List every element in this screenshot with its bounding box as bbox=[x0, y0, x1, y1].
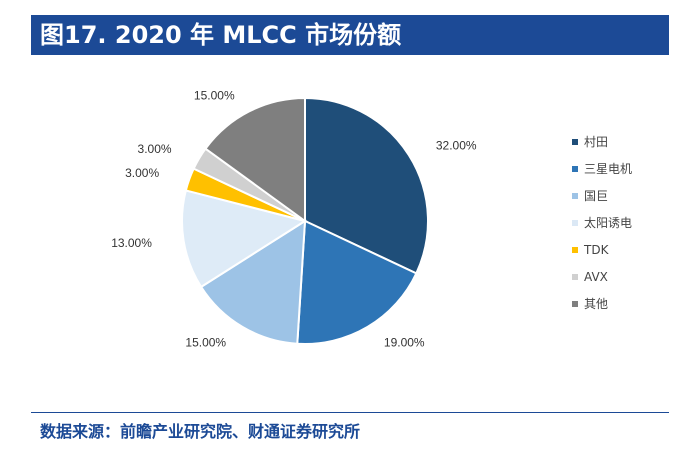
legend-item-2: 三星电机 bbox=[572, 155, 632, 182]
legend-swatch bbox=[572, 219, 578, 226]
slice-value-label-1: 32.00% bbox=[436, 138, 477, 152]
legend-swatch bbox=[572, 138, 578, 145]
legend-item-7: 其他 bbox=[572, 290, 632, 317]
pie-slice-4 bbox=[181, 189, 308, 289]
legend-item-3: 国巨 bbox=[572, 182, 632, 209]
legend-label: 其他 bbox=[584, 297, 609, 311]
legend-label: 太阳诱电 bbox=[584, 216, 633, 230]
legend: 村田三星电机国巨太阳诱电 TDK AVX 其他 bbox=[572, 128, 632, 317]
legend-swatch bbox=[572, 246, 578, 253]
slice-labels: 32.00% 19.00% 15.00% 13.00% 3.00% 3.00% 15.00% bbox=[111, 88, 477, 349]
pie-slice-2 bbox=[296, 219, 418, 345]
legend-label: AVX bbox=[584, 269, 608, 284]
slice-value-label-4: 13.00% bbox=[111, 236, 152, 250]
source-note: 数据来源：前瞻产业研究院、财通证券研究所 bbox=[40, 422, 361, 441]
legend-label: TDK bbox=[584, 242, 609, 257]
slice-value-label-6: 3.00% bbox=[138, 142, 172, 156]
legend-item-4: 太阳诱电 bbox=[572, 209, 632, 236]
pie-slice-3 bbox=[199, 219, 307, 345]
legend-label: 村田 bbox=[584, 135, 609, 149]
slice-value-label-3: 15.00% bbox=[185, 335, 226, 349]
slice-value-label-7: 15.00% bbox=[194, 88, 235, 102]
legend-item-1: 村田 bbox=[572, 128, 632, 155]
legend-label: 国巨 bbox=[584, 189, 609, 203]
pie-slice-7 bbox=[204, 96, 306, 223]
slice-value-label-2: 19.00% bbox=[384, 335, 425, 349]
legend-swatch bbox=[572, 165, 578, 172]
legend-item-6: AVX bbox=[572, 263, 632, 290]
figure-title: 图17. 2020 年 MLCC 市场份额 bbox=[31, 15, 669, 55]
legend-swatch bbox=[572, 300, 578, 307]
slice-value-label-5: 3.00% bbox=[125, 166, 159, 180]
pie-slices bbox=[181, 96, 429, 345]
pie-chart: 32.00% 19.00% 15.00% 13.00% 3.00% 3.00% 15.00% bbox=[111, 88, 477, 349]
legend-item-5: TDK bbox=[572, 236, 632, 263]
legend-swatch bbox=[572, 192, 578, 199]
legend-label: 三星电机 bbox=[584, 162, 633, 176]
footer-divider bbox=[31, 412, 669, 413]
pie-slice-1 bbox=[304, 96, 429, 275]
legend-swatch bbox=[572, 273, 578, 280]
